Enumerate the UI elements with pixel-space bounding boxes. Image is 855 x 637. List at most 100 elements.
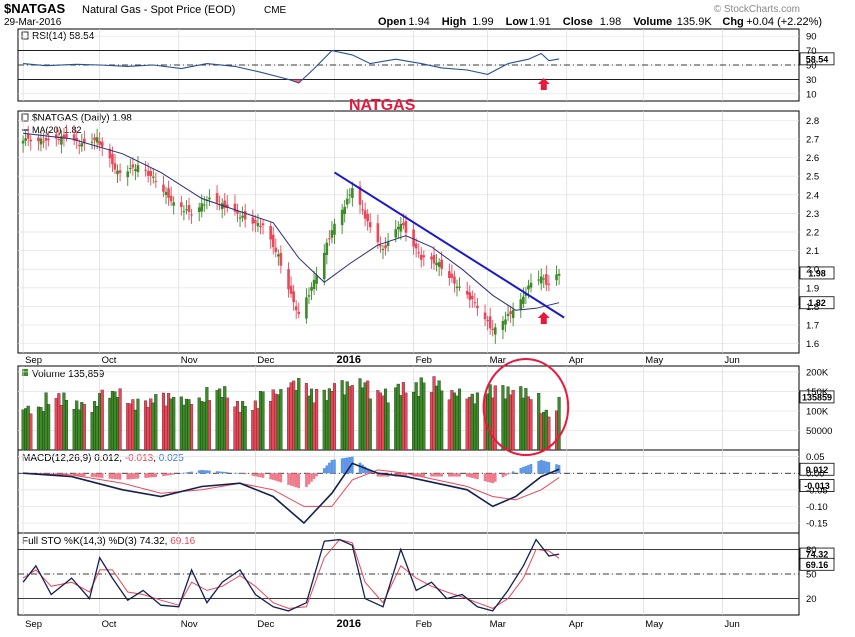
candle-body [190, 214, 193, 216]
candle-body [476, 305, 479, 309]
macd-plot: 0.012 -0.013 [18, 456, 835, 525]
candle-body [345, 198, 349, 205]
volume-bar [297, 378, 301, 451]
volume-bar [468, 396, 472, 451]
volume-bar [197, 397, 201, 451]
volume-bar [269, 401, 273, 451]
macd-histogram-bar [72, 473, 76, 476]
volume-bar [184, 398, 188, 451]
macd-histogram-bar [223, 471, 227, 474]
volume-bar [455, 395, 459, 451]
quote-value-low: 1.91 [529, 16, 550, 28]
macd-histogram-bar [294, 473, 298, 488]
candle-body [363, 210, 367, 219]
x-axis-label: Feb [416, 619, 432, 630]
volume-bar [39, 407, 43, 451]
candle-body [62, 134, 66, 139]
candle-body [422, 255, 426, 258]
candle-body [307, 295, 311, 297]
price-up-arrow [537, 312, 550, 325]
volume-bar [77, 409, 81, 451]
macd-histogram-bar [83, 473, 86, 477]
volume-bar [243, 406, 247, 451]
macd-histogram-bar [417, 473, 421, 477]
x-axis-label: Apr [569, 619, 584, 630]
macd-histogram-bar [269, 473, 272, 480]
volume-bar [557, 397, 561, 451]
chart-date: 29-Mar-2016 [4, 17, 62, 28]
macd-histogram-bar [95, 473, 99, 478]
quote-bar: Open 1.94 High 1.99 Low 1.91 Close 1.98 Volume 13… [378, 16, 822, 28]
candle-body [468, 292, 472, 300]
candle-body [473, 302, 477, 304]
quote-value-chg: +0.04 (+2.22%) [746, 16, 822, 28]
macd-histogram-bar [547, 462, 551, 474]
macd-histogram-bar [80, 473, 84, 476]
ma-last-tag-box [799, 296, 835, 310]
macd-histogram-bar [437, 473, 441, 477]
volume-bar [343, 394, 347, 451]
macd-title: MACD(12,26,9) 0.012, -0.013, 0.025 [22, 453, 184, 464]
macd-histogram-bar [340, 458, 344, 474]
macd-line [23, 462, 560, 525]
volume-bar [465, 398, 469, 451]
volume-bar [144, 400, 148, 451]
volume-bar [361, 387, 365, 451]
volume-legend-icon [22, 369, 28, 376]
volume-bar [169, 398, 173, 451]
volume-bar [274, 393, 278, 451]
volume-bar [128, 403, 132, 451]
rsi-last-tag-box [799, 52, 835, 66]
candle-body [113, 163, 117, 170]
candle-body [435, 262, 438, 266]
macd-histogram-bar [471, 473, 474, 478]
candle-body [287, 269, 290, 290]
x-axis-label: Jun [724, 619, 739, 630]
volume-bar [555, 410, 559, 451]
rsi-plot: 58.54 [18, 49, 835, 84]
macd-histogram-bar [205, 470, 209, 474]
candle-body [455, 286, 459, 289]
volume-bar [511, 390, 515, 451]
x-axis-label: 2016 [336, 354, 360, 366]
macd-histogram-bar [333, 459, 336, 474]
candle-body [144, 169, 147, 171]
candle-body [98, 141, 101, 145]
volume-bar [235, 400, 240, 451]
macd-histogram-bar [361, 464, 364, 474]
candle-body [162, 184, 165, 192]
rsi-tick-label: 70 [806, 46, 817, 57]
macd-histogram-bar [185, 472, 188, 474]
candle-body [511, 309, 515, 319]
candle-body [44, 137, 48, 141]
candle-body [83, 138, 86, 144]
candle-body [448, 271, 451, 279]
macd-histogram-bar [259, 473, 262, 478]
volume-plot: 135859 [21, 376, 835, 451]
rsi-line [23, 49, 560, 84]
volume-bar [172, 397, 176, 451]
quote-value-close: 1.98 [600, 16, 621, 28]
sto-tick-label: 80 [806, 545, 817, 556]
volume-bar [501, 385, 505, 451]
candle-body [376, 223, 380, 243]
ma20-line [23, 132, 560, 311]
panel-menu-icon[interactable] [21, 31, 29, 40]
ma-last-tag: 1.82 [808, 298, 826, 308]
volume-bar [384, 388, 388, 451]
candle-body [351, 188, 354, 198]
volume-title: Volume 135,859 [32, 369, 105, 380]
volume-bar [526, 396, 530, 451]
macd-histogram-bar [506, 473, 510, 475]
x-axis-label: Mar [490, 355, 506, 366]
x-axis-label: Oct [102, 619, 117, 630]
candle-body [394, 229, 398, 238]
macd-histogram-bar [57, 473, 61, 475]
candle-body [305, 297, 308, 319]
volume-bar [414, 382, 418, 451]
macd-histogram-bar [65, 473, 68, 475]
volume-bar [241, 401, 245, 451]
macd-histogram-bar [453, 473, 456, 477]
panel-menu-icon[interactable] [21, 113, 29, 122]
macd-histogram-bar [225, 472, 229, 474]
